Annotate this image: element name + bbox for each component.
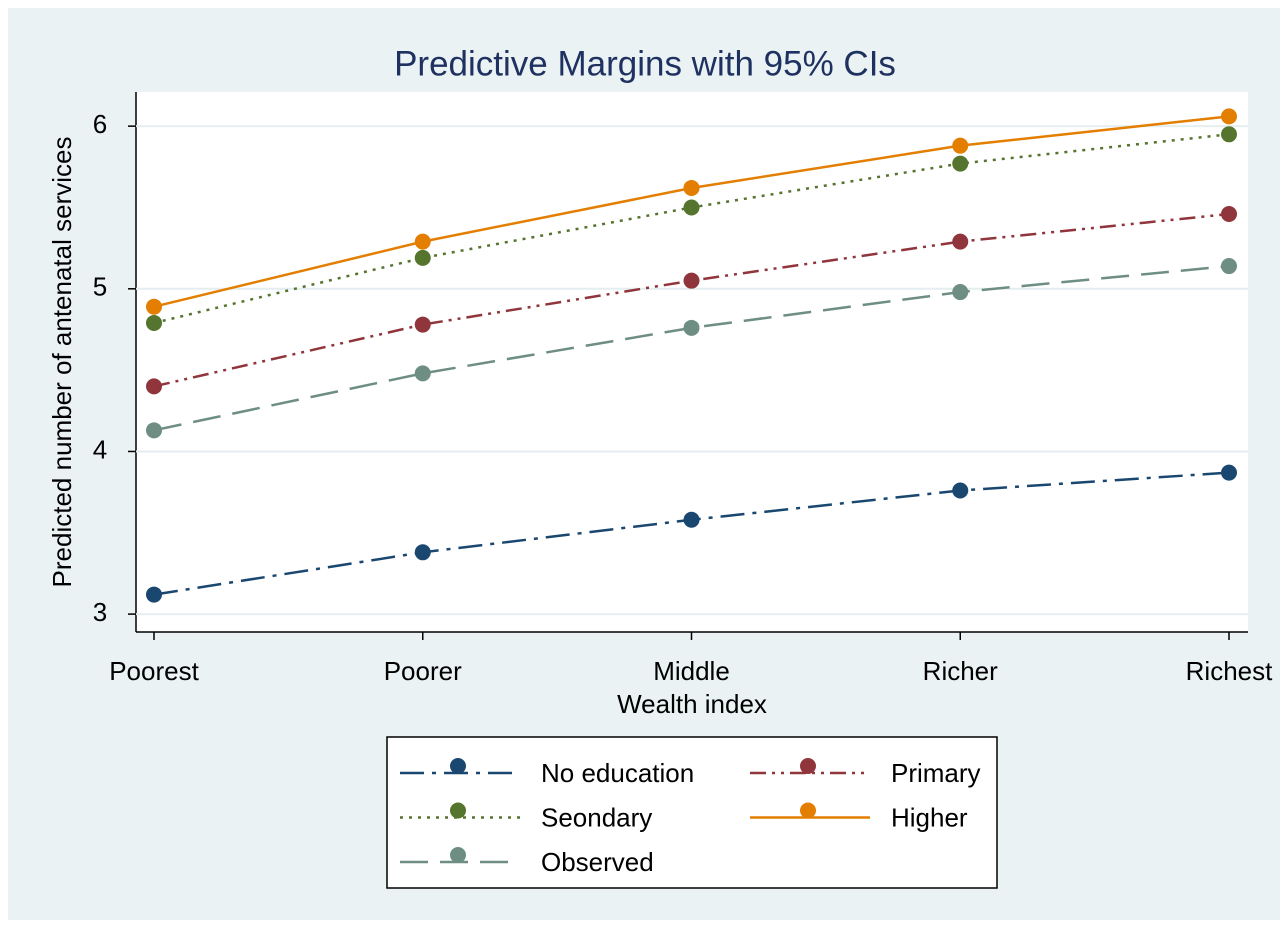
y-tick-label: 6 xyxy=(93,109,107,139)
point xyxy=(683,199,700,216)
legend-label: Primary xyxy=(891,758,981,788)
x-tick-label: Richer xyxy=(923,656,998,686)
y-axis-label: Predicted number of antenatal services xyxy=(47,137,77,588)
y-tick-label: 3 xyxy=(93,597,107,627)
point xyxy=(952,137,969,154)
point xyxy=(1221,205,1237,222)
legend-swatch-marker xyxy=(800,758,816,774)
legend-swatch-marker xyxy=(450,847,466,863)
point xyxy=(146,298,162,315)
point xyxy=(1221,258,1237,275)
legend-label: Seondary xyxy=(541,802,652,832)
chart-title: Predictive Margins with 95% CIs xyxy=(394,44,896,83)
legend-swatch-marker xyxy=(450,802,466,819)
point xyxy=(414,544,431,561)
point xyxy=(952,284,969,301)
point xyxy=(952,155,969,172)
legend-label: Observed xyxy=(541,847,654,877)
x-tick-label: Richest xyxy=(1186,656,1273,686)
y-tick-label: 4 xyxy=(93,434,107,464)
point xyxy=(1221,108,1237,125)
legend-label: No education xyxy=(541,758,694,788)
point xyxy=(683,319,700,336)
point xyxy=(146,378,162,395)
point xyxy=(683,272,700,289)
point xyxy=(683,179,700,196)
point xyxy=(952,482,969,499)
point xyxy=(146,422,162,439)
x-axis-label: Wealth index xyxy=(617,689,767,719)
point xyxy=(146,314,162,331)
point xyxy=(414,249,431,266)
x-tick-label: Poorer xyxy=(384,656,462,686)
point xyxy=(146,586,162,603)
x-tick-label: Middle xyxy=(653,656,730,686)
point xyxy=(683,511,700,528)
point xyxy=(414,365,431,382)
legend-label: Higher xyxy=(891,802,968,832)
point xyxy=(952,233,969,250)
legend-swatch-marker xyxy=(800,802,816,819)
legend-swatch-marker xyxy=(450,758,466,774)
y-tick-label: 5 xyxy=(93,272,107,302)
point xyxy=(1221,126,1237,143)
series-line xyxy=(153,212,1230,388)
point xyxy=(414,233,431,250)
point xyxy=(414,316,431,333)
plot-area xyxy=(136,92,1248,632)
point xyxy=(1221,464,1237,481)
x-tick-label: Poorest xyxy=(109,656,199,686)
